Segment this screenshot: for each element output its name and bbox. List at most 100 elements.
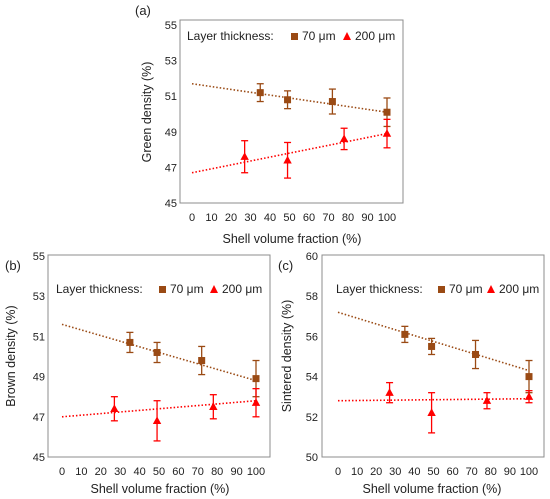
panel-a-x-tick-label: 80 — [342, 212, 354, 224]
panel-a-frame — [179, 19, 404, 204]
panel-b-point-70um — [153, 348, 161, 356]
panel-a-chart: (a) Layer thickness: 70 μm 200 μm Green … — [135, 3, 404, 246]
panel-c-point-70um — [472, 350, 480, 358]
panel-b-x-tick-label: 50 — [153, 466, 165, 478]
panel-b-point-200um — [209, 402, 218, 410]
panel-b-legend-70um: 70 μm — [170, 282, 204, 296]
panel-b-point-70um — [198, 357, 206, 365]
panel-c-x-tick-label: 0 — [335, 466, 341, 478]
panel-a-y-tick-label: 45 — [165, 198, 177, 210]
panel-a-legend-square-marker — [291, 33, 298, 40]
panel-c-frame — [321, 254, 545, 458]
panel-c-y-tick-label: 50 — [306, 452, 318, 464]
panel-c-legend-square-marker — [438, 286, 445, 293]
panel-b-x-tick-label: 30 — [114, 466, 126, 478]
panel-a-label: (a) — [135, 3, 151, 18]
panel-c-x-tick-label: 20 — [370, 466, 382, 478]
panel-c-y-tick-label: 60 — [306, 251, 318, 263]
panel-c-x-tick-label: 30 — [389, 466, 401, 478]
panel-a-x-tick-label: 100 — [378, 212, 396, 224]
panel-a-x-tick-label: 20 — [225, 212, 237, 224]
panel-b-y-axis-label: Brown density (%) — [4, 305, 18, 406]
panel-a-legend-200um: 200 μm — [355, 29, 395, 43]
panel-a-y-tick-label: 51 — [165, 91, 177, 103]
panel-a-x-tick-label: 40 — [264, 212, 276, 224]
panel-a-point-200um — [339, 134, 349, 143]
panel-c-x-tick-label: 70 — [466, 466, 478, 478]
panel-a-point-70um — [284, 96, 292, 104]
panel-a-x-tick-label: 30 — [244, 212, 256, 224]
panel-b-x-tick-label: 40 — [133, 466, 145, 478]
panel-b-trendline-200um — [61, 399, 257, 418]
panel-a-point-200um — [240, 152, 249, 160]
panel-c-x-tick-label: 100 — [520, 466, 538, 478]
panel-c-y-tick-label: 54 — [306, 372, 318, 384]
panel-c-y-tick-label: 56 — [306, 331, 318, 343]
panel-c-x-tick-label: 50 — [427, 466, 439, 478]
panel-c-point-200um — [524, 392, 534, 400]
panel-c-point-70um — [428, 342, 436, 350]
panel-a-point-200um — [382, 129, 392, 137]
panel-c-point-70um — [401, 330, 409, 338]
panel-c-legend-title: Layer thickness: — [336, 282, 423, 296]
panel-a-y-tick-label: 49 — [165, 127, 177, 139]
panel-c-x-axis-label: Shell volume fraction (%) — [363, 482, 502, 496]
panel-c-legend-triangle-marker — [487, 285, 495, 293]
panel-a-point-200um — [283, 155, 292, 164]
panel-b-x-tick-label: 70 — [192, 466, 204, 478]
panel-c-trendline-200um — [337, 397, 530, 402]
panel-c-y-axis-label: Sintered density (%) — [280, 300, 294, 413]
panel-b-y-tick-label: 45 — [33, 452, 45, 464]
panel-b-point-200um — [110, 404, 119, 412]
panel-b-x-tick-label: 90 — [230, 466, 242, 478]
panel-c-y-tick-label: 52 — [306, 412, 318, 424]
panel-b-point-200um — [152, 416, 162, 425]
panel-a-y-tick-label: 55 — [165, 20, 177, 32]
panel-a-y-axis-label: Green density (%) — [140, 62, 154, 163]
panel-b-y-tick-label: 47 — [33, 412, 45, 424]
panel-c-x-tick-label: 90 — [504, 466, 516, 478]
panel-b-x-tick-label: 80 — [211, 466, 223, 478]
panel-a-y-tick-label: 47 — [165, 162, 177, 174]
panel-b-legend-square-marker — [159, 286, 166, 293]
panel-a-x-axis-label: Shell volume fraction (%) — [223, 232, 362, 246]
panel-a-legend-triangle-marker — [343, 32, 351, 40]
panel-b-y-tick-label: 53 — [33, 291, 45, 303]
panel-a-point-70um — [256, 89, 264, 97]
panel-b-chart: (b) Layer thickness: 70 μm 200 μm Brown … — [4, 251, 271, 496]
panel-a-trendline-200um — [191, 132, 388, 174]
panel-a-y-tick-label: 53 — [165, 56, 177, 68]
panel-c-chart: (c) Layer thickness: 70 μm 200 μm Sinter… — [278, 251, 545, 496]
panel-c-point-70um — [525, 373, 533, 381]
panel-c-legend-200um: 200 μm — [499, 282, 539, 296]
panel-a-legend-title: Layer thickness: — [187, 29, 274, 43]
panel-a-point-70um — [383, 108, 391, 116]
panel-b-x-tick-label: 60 — [172, 466, 184, 478]
panel-c-y-tick-label: 58 — [306, 291, 318, 303]
panel-c-legend-70um: 70 μm — [449, 282, 483, 296]
panel-a-point-70um — [328, 98, 336, 106]
panel-a-x-tick-label: 0 — [189, 212, 195, 224]
panel-b-x-tick-label: 20 — [95, 466, 107, 478]
panel-a-legend-70um: 70 μm — [302, 29, 336, 43]
panel-c-x-tick-label: 80 — [485, 466, 497, 478]
panel-a-x-tick-label: 60 — [303, 212, 315, 224]
panel-b-point-70um — [252, 375, 260, 383]
panel-b-legend-triangle-marker — [210, 285, 218, 293]
panel-c-label: (c) — [278, 258, 293, 273]
panel-b-x-tick-label: 100 — [247, 466, 265, 478]
panel-a-x-tick-label: 10 — [205, 212, 217, 224]
panel-b-trendline-70um — [61, 323, 257, 382]
panel-c-trendline-70um — [337, 311, 530, 372]
panel-b-point-200um — [251, 398, 261, 406]
panel-b-legend-200um: 200 μm — [222, 282, 262, 296]
panel-b-legend-title: Layer thickness: — [56, 282, 143, 296]
panel-b-y-tick-label: 49 — [33, 372, 45, 384]
panel-b-label: (b) — [5, 258, 21, 273]
panel-a-x-tick-label: 90 — [361, 212, 373, 224]
panel-b-y-tick-label: 55 — [33, 251, 45, 263]
panel-b-x-axis-label: Shell volume fraction (%) — [91, 482, 230, 496]
panel-b-point-70um — [126, 338, 134, 346]
panel-a-x-tick-label: 50 — [283, 212, 295, 224]
